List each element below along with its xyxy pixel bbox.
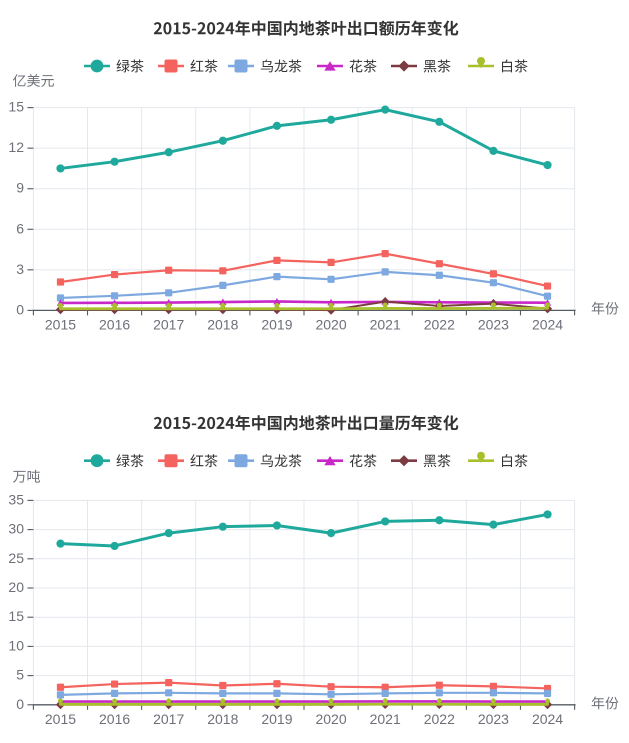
svg-text:12: 12 (8, 139, 24, 155)
svg-text:0: 0 (16, 301, 24, 317)
svg-text:2021: 2021 (370, 316, 401, 332)
svg-text:25: 25 (8, 550, 24, 566)
svg-text:0: 0 (16, 696, 24, 712)
svg-text:2019: 2019 (261, 316, 292, 332)
svg-text:2021: 2021 (370, 711, 401, 727)
svg-text:3: 3 (16, 261, 24, 277)
svg-text:2020: 2020 (315, 316, 346, 332)
svg-text:2017: 2017 (153, 316, 184, 332)
svg-text:15: 15 (8, 99, 24, 115)
svg-text:20: 20 (8, 579, 24, 595)
svg-text:2018: 2018 (207, 711, 238, 727)
svg-text:2020: 2020 (315, 711, 346, 727)
svg-text:6: 6 (16, 220, 24, 236)
svg-text:2018: 2018 (207, 316, 238, 332)
svg-text:35: 35 (8, 491, 24, 507)
svg-text:2024: 2024 (532, 711, 563, 727)
svg-text:15: 15 (8, 608, 24, 624)
svg-text:2017: 2017 (153, 711, 184, 727)
svg-text:2022: 2022 (424, 316, 455, 332)
svg-text:10: 10 (8, 637, 24, 653)
svg-text:2015: 2015 (45, 711, 76, 727)
svg-text:2015: 2015 (45, 316, 76, 332)
svg-text:2022: 2022 (424, 711, 455, 727)
svg-text:2019: 2019 (261, 711, 292, 727)
svg-text:2023: 2023 (478, 711, 509, 727)
svg-text:9: 9 (16, 180, 24, 196)
svg-text:2024: 2024 (532, 316, 563, 332)
svg-text:2016: 2016 (99, 711, 130, 727)
svg-text:5: 5 (16, 667, 24, 683)
svg-text:2016: 2016 (99, 316, 130, 332)
svg-text:2023: 2023 (478, 316, 509, 332)
svg-text:30: 30 (8, 521, 24, 537)
